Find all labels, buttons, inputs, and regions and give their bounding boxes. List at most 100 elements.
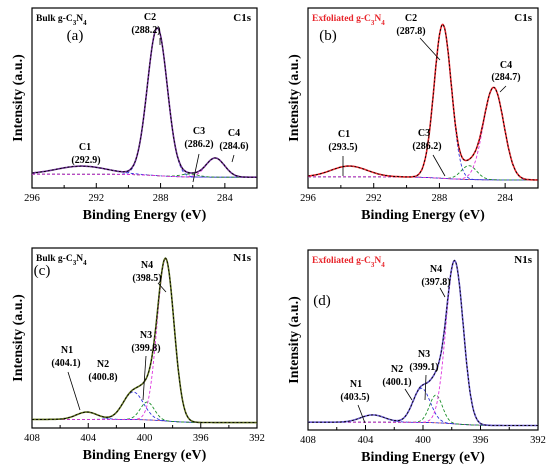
peak-energy-label: (286.2) <box>412 141 441 152</box>
x-tick-label: 392 <box>249 433 265 444</box>
peak-name-label: C4 <box>228 128 240 139</box>
peak-energy-label: (293.5) <box>328 142 357 153</box>
peak-name-label: N1 <box>61 345 73 356</box>
chart-panel: 408 404 400 396 392 Binding Energy (eV) Intens… <box>11 247 265 463</box>
peak-energy-label: (286.2) <box>184 139 213 150</box>
peak-pointer <box>142 355 147 401</box>
peak-pointer <box>404 388 413 401</box>
core-level-label: C1s <box>514 12 532 24</box>
x-tick-label: 404 <box>358 435 375 446</box>
peak-name-label: C2 <box>144 12 156 23</box>
x-axis-label: Binding Energy (eV) <box>83 448 207 463</box>
x-tick-label: 288 <box>432 193 448 204</box>
peak-pointer <box>424 374 427 401</box>
chart-panel: 408 404 400 396 392 Binding Energy (eV) Intens… <box>287 249 546 465</box>
peak-energy-label: (398.5) <box>132 273 161 284</box>
peak-name-label: N1 <box>350 379 362 390</box>
peak-name-label: C1 <box>338 129 350 140</box>
sample-label: Bulk g-C3N4 <box>36 14 87 27</box>
sample-label: Exfoliated g-C3N4 <box>312 256 385 269</box>
peak-name-label: C4 <box>500 60 512 71</box>
panel-label: (b) <box>319 28 337 44</box>
peak-pointer <box>192 153 200 183</box>
plot-frame <box>31 7 258 189</box>
chart-panel: 296 292 288 284 Binding Energy (eV) Intensity… <box>11 7 258 223</box>
peak-energy-label: (397.8) <box>421 277 450 288</box>
x-tick-label: 404 <box>80 433 97 444</box>
peak-energy-label: (287.8) <box>396 26 425 37</box>
x-tick-label: 292 <box>88 193 104 204</box>
peak-name-label: C2 <box>405 13 417 24</box>
component-peak-c2 <box>32 27 257 178</box>
y-axis-label: Intensity (a.u.) <box>11 294 26 382</box>
peak-energy-label: (284.6) <box>219 141 248 152</box>
x-tick-label: 292 <box>366 193 382 204</box>
x-tick-label: 396 <box>473 435 489 446</box>
y-axis-label: Intensity (a.u.) <box>287 54 302 142</box>
measured-spectrum <box>307 23 538 181</box>
measured-spectrum <box>31 27 257 178</box>
x-tick-label: 284 <box>497 193 514 204</box>
peak-energy-label: (292.9) <box>71 155 100 166</box>
fitted-envelope <box>31 27 257 178</box>
x-tick-label: 392 <box>530 435 546 446</box>
component-peak-c2 <box>308 23 538 181</box>
core-level-label: N1s <box>514 254 532 266</box>
peak-pointer <box>432 154 446 177</box>
fitted-envelope <box>308 259 538 426</box>
component-peak-c3 <box>32 173 257 178</box>
sample-label: Bulk g-C3N4 <box>36 254 87 267</box>
x-axis-label: Binding Energy (eV) <box>361 208 485 223</box>
peak-name-label: N4 <box>430 264 442 275</box>
x-tick-label: 400 <box>415 435 431 446</box>
peak-name-label: N2 <box>391 364 403 375</box>
peak-pointer <box>157 282 167 293</box>
x-tick-label: 288 <box>153 193 169 204</box>
peak-energy-label: (403.5) <box>340 392 369 403</box>
x-axis-label: Binding Energy (eV) <box>361 450 485 465</box>
peak-energy-label: (400.8) <box>88 372 117 383</box>
fitted-envelope <box>32 257 257 424</box>
peak-name-label: N3 <box>418 349 430 360</box>
peak-pointer <box>67 371 81 411</box>
peak-energy-label: (399.8) <box>131 343 160 354</box>
peak-name-label: C3 <box>418 128 430 139</box>
plot-frame <box>307 7 539 189</box>
y-axis-label: Intensity (a.u.) <box>287 296 302 384</box>
x-tick-label: 296 <box>300 193 316 204</box>
panel-label: (d) <box>313 293 331 309</box>
fitted-envelope <box>307 24 538 181</box>
peak-energy-label: (400.1) <box>382 377 411 388</box>
component-peak-n3 <box>308 394 538 426</box>
core-level-label: N1s <box>233 252 251 264</box>
peak-pointer <box>419 37 441 61</box>
peak-pointer <box>231 154 235 163</box>
sample-label: Exfoliated g-C3N4 <box>312 14 385 27</box>
peak-name-label: N4 <box>141 260 153 271</box>
x-tick-label: 400 <box>137 433 153 444</box>
peak-name-label: N3 <box>140 330 152 341</box>
peak-name-label: C3 <box>193 126 205 137</box>
peak-pointer <box>499 85 507 93</box>
chart-panel: 296 292 288 284 Binding Energy (eV) Intensity… <box>287 7 539 223</box>
y-axis-label: Intensity (a.u.) <box>11 54 26 142</box>
component-peak-n1 <box>32 411 257 424</box>
x-tick-label: 408 <box>300 435 316 446</box>
panel-label: (c) <box>34 263 51 279</box>
panel-label: (a) <box>67 28 84 44</box>
component-peak-n1 <box>308 414 538 426</box>
peak-pointer <box>357 404 366 424</box>
x-axis-label: Binding Energy (eV) <box>83 208 207 223</box>
core-level-label: C1s <box>233 12 251 24</box>
peak-name-label: C1 <box>79 142 91 153</box>
peak-energy-label: (284.7) <box>491 72 520 83</box>
x-tick-label: 284 <box>217 193 234 204</box>
peak-energy-label: (399.1) <box>409 362 438 373</box>
peak-energy-label: (404.1) <box>51 358 80 369</box>
peak-pointer <box>439 287 446 298</box>
x-tick-label: 408 <box>24 433 40 444</box>
x-tick-label: 396 <box>193 433 209 444</box>
peak-energy-label: (288.2) <box>131 25 160 36</box>
peak-name-label: N2 <box>97 359 109 370</box>
